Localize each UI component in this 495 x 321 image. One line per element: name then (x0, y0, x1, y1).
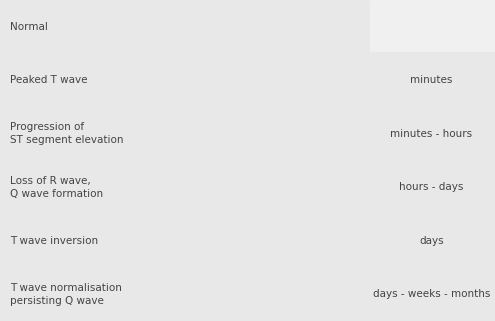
Text: Loss of R wave,
Q wave formation: Loss of R wave, Q wave formation (10, 176, 103, 199)
Text: Progression of
ST segment elevation: Progression of ST segment elevation (10, 122, 123, 145)
Text: minutes: minutes (410, 75, 452, 85)
Text: Normal: Normal (10, 22, 48, 32)
Text: T wave normalisation
persisting Q wave: T wave normalisation persisting Q wave (10, 283, 122, 306)
Text: minutes - hours: minutes - hours (391, 129, 472, 139)
Text: days: days (419, 236, 444, 246)
Text: T wave inversion: T wave inversion (10, 236, 98, 246)
Text: Peaked T wave: Peaked T wave (10, 75, 88, 85)
Text: days - weeks - months: days - weeks - months (373, 289, 490, 299)
Text: hours - days: hours - days (399, 182, 464, 192)
